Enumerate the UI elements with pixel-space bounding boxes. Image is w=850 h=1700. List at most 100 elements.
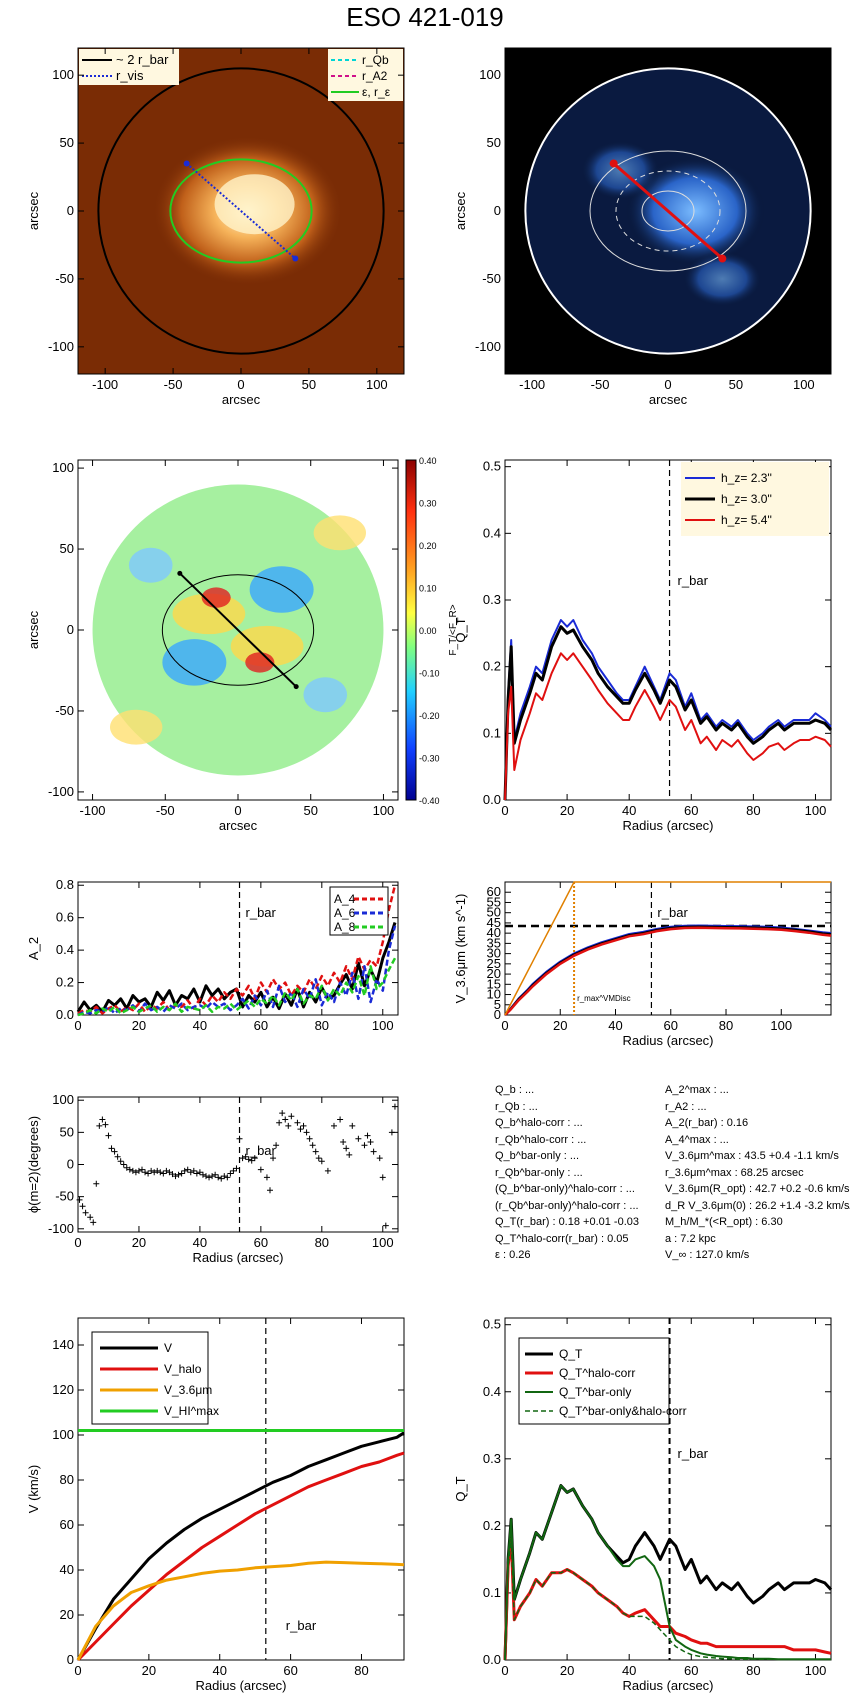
info-left-2: Q_b^halo-corr : ... (495, 1117, 583, 1129)
phase-point (99, 1116, 106, 1123)
info-right: A_2^max : ... r_A2 : ... A_2(r_bar) : 0.… (665, 1082, 850, 1264)
rbar-label: r_bar (678, 573, 709, 588)
phase-point (151, 1169, 158, 1176)
x-tick-label: 80 (354, 1663, 368, 1678)
y-tick-label: 0.5 (483, 459, 501, 474)
x-tick-label: -100 (80, 803, 106, 818)
x-axis-label: Radius (arcsec) (195, 1678, 286, 1693)
qt-profile-frame (504, 459, 832, 801)
y-tick-label: 0.1 (483, 725, 501, 740)
map-feature (162, 639, 227, 686)
x-tick-label: 50 (303, 803, 317, 818)
phase-point (279, 1110, 286, 1117)
x-tick-label: 80 (719, 1018, 733, 1033)
y-tick-label: 50 (60, 1124, 74, 1139)
phase-point (79, 1203, 86, 1210)
y-tick-label: 0.8 (56, 877, 74, 892)
y-axis-label: ϕ(m=2)(degrees) (26, 1116, 41, 1213)
phase-point (82, 1209, 89, 1216)
phase-point (154, 1167, 161, 1174)
legend-label: h_z= 2.3'' (721, 471, 772, 485)
phase-point (123, 1164, 130, 1171)
x-tick-label: 40 (193, 1235, 207, 1250)
a2-profile-frame (77, 881, 399, 1016)
phase-point (187, 1169, 194, 1176)
x-tick-label: 100 (372, 1235, 394, 1250)
y-tick-label: 15 (487, 976, 501, 991)
x-tick-label: 50 (729, 377, 743, 392)
y-tick-label: 10 (487, 987, 501, 1002)
info-left-8: Q_T(r_bar) : 0.18 +0.01 -0.03 (495, 1216, 639, 1228)
x-tick-label: 80 (746, 803, 760, 818)
phase-point (303, 1129, 310, 1136)
y-tick-label: 0 (67, 1157, 74, 1172)
info-left-7: (r_Qb^bar-only)^halo-corr : ... (495, 1199, 639, 1212)
phase-point (160, 1170, 167, 1177)
phase-point (157, 1169, 164, 1176)
x-tick-label: 100 (770, 1018, 792, 1033)
phase-point (105, 1132, 112, 1139)
y-tick-label: 0.1 (483, 1585, 501, 1600)
qt-series-line (504, 619, 832, 801)
v-series-line (76, 1560, 405, 1661)
info-right-4: V_3.6μm^max : 43.5 +0.4 -1.1 km/s (665, 1150, 839, 1162)
y-tick-label: 50 (487, 135, 501, 150)
galaxy-core (214, 174, 295, 235)
colorbar-tick-label: -0.10 (419, 669, 440, 679)
legend-label: r_Qb (362, 53, 389, 67)
info-left-4: Q_b^bar-only : ... (495, 1150, 580, 1162)
phase-point (300, 1122, 307, 1129)
x-tick-label: 100 (805, 1663, 827, 1678)
x-tick-label: 20 (132, 1235, 146, 1250)
phase-point (196, 1169, 203, 1176)
x-axis-label: Radius (arcsec) (622, 818, 713, 833)
bar-endpoint (293, 684, 299, 690)
y-tick-label: -50 (55, 1189, 74, 1204)
phase-point (245, 1156, 252, 1163)
phase-point (376, 1155, 383, 1162)
legend-label: A_8 (334, 920, 356, 934)
map-feature (313, 515, 366, 551)
y-tick-label: 0.0 (483, 1652, 501, 1667)
legend-label: V_HI^max (164, 1404, 219, 1418)
y-tick-label: 60 (487, 884, 501, 899)
x-tick-label: 100 (373, 803, 395, 818)
phase-point (318, 1158, 325, 1165)
y-tick-label: 50 (60, 541, 74, 556)
y-tick-label: 60 (60, 1517, 74, 1532)
y-tick-label: 0 (67, 622, 74, 637)
x-tick-label: 0 (74, 1663, 81, 1678)
phase-point (233, 1165, 240, 1172)
a-series-line (77, 884, 397, 1015)
x-tick-label: 0 (501, 803, 508, 818)
x-tick-label: 20 (560, 803, 574, 818)
y-tick-label: 0.2 (483, 1518, 501, 1533)
vrot-series-line (504, 924, 832, 1016)
phase-point (346, 1151, 353, 1158)
info-right-0: A_2^max : ... (665, 1084, 729, 1096)
y-tick-label: 0.6 (56, 910, 74, 925)
y-tick-label: 0 (494, 1007, 501, 1022)
qtc-series-line (504, 1538, 831, 1661)
phase-point (90, 1219, 97, 1226)
x-tick-label: 100 (793, 377, 815, 392)
rmax-label: r_max^VMDisc (577, 994, 631, 1003)
colorbar-tick-label: -0.20 (419, 711, 440, 721)
x-axis-label: Radius (arcsec) (622, 1678, 713, 1693)
y-tick-label: 50 (487, 905, 501, 920)
map-feature (110, 709, 163, 745)
y-tick-label: 0.4 (483, 1384, 501, 1399)
colorbar-label: F_T/<F_R> (448, 604, 459, 655)
x-tick-label: 60 (684, 803, 698, 818)
y-tick-label: 100 (52, 460, 74, 475)
y-axis-label: A_2 (26, 937, 41, 960)
x-tick-label: 50 (302, 377, 316, 392)
x-tick-label: 40 (213, 1663, 227, 1678)
phase-point (163, 1167, 170, 1174)
y-tick-label: -100 (48, 784, 74, 799)
legend-label: ~ 2 r_bar (116, 52, 169, 67)
map-feature (128, 547, 173, 583)
phase-point (306, 1135, 313, 1142)
y-tick-label: 100 (52, 67, 74, 82)
legend-label: Q_T^bar-only&halo-corr (559, 1404, 687, 1418)
